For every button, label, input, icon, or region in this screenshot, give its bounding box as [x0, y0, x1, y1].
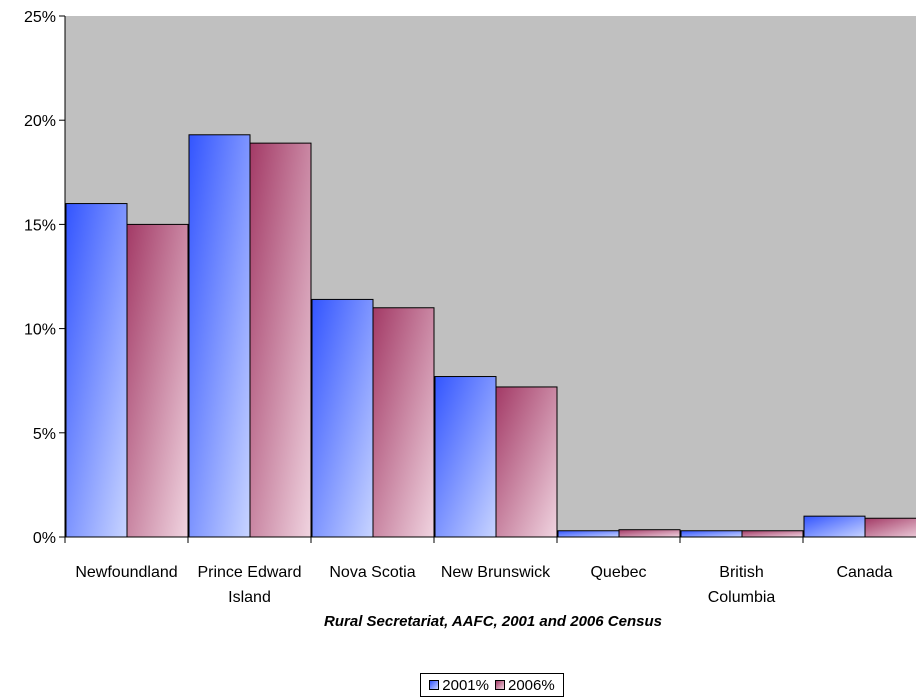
bar-2001 — [188, 134, 251, 538]
legend-item-2006: 2006% — [495, 677, 555, 694]
legend-swatch-2006 — [495, 680, 505, 690]
x-category-label: Quebec — [590, 564, 646, 581]
bar-2001 — [557, 530, 620, 538]
bar-2006 — [741, 530, 804, 538]
bar-2001 — [311, 298, 374, 538]
legend: 2001% 2006% — [420, 673, 564, 697]
bar-2006 — [126, 223, 189, 538]
bar-2006 — [249, 142, 312, 538]
bar-2006 — [372, 307, 435, 538]
x-category-label: Prince Edward Island — [197, 564, 301, 606]
x-category-label: British Columbia — [708, 564, 776, 606]
legend-label-2001: 2001% — [442, 676, 489, 694]
y-tick-label: 10% — [24, 322, 56, 339]
y-tick-label: 20% — [24, 113, 56, 130]
legend-swatch-2001 — [429, 680, 440, 690]
y-tick-label: 25% — [24, 9, 56, 26]
bar-2001 — [65, 203, 128, 538]
x-category-label: Nova Scotia — [329, 564, 415, 581]
bar-2006 — [495, 386, 558, 538]
bar-2006 — [864, 517, 916, 538]
bar-2001 — [434, 376, 497, 538]
x-category-label: New Brunswick — [441, 564, 551, 581]
y-tick-label: 15% — [24, 217, 56, 234]
bar-2001 — [803, 515, 866, 538]
y-tick-label: 0% — [33, 530, 56, 547]
bar-2006 — [618, 529, 681, 538]
legend-item-2001: 2001% — [429, 677, 489, 694]
y-tick-label: 5% — [33, 426, 56, 443]
legend-label-2006: 2006% — [508, 676, 555, 694]
source-note: Rural Secretariat, AAFC, 2001 and 2006 C… — [324, 613, 662, 630]
x-category-label: Newfoundland — [75, 564, 177, 581]
x-category-label: Canada — [836, 564, 892, 581]
bar-2001 — [680, 530, 743, 538]
